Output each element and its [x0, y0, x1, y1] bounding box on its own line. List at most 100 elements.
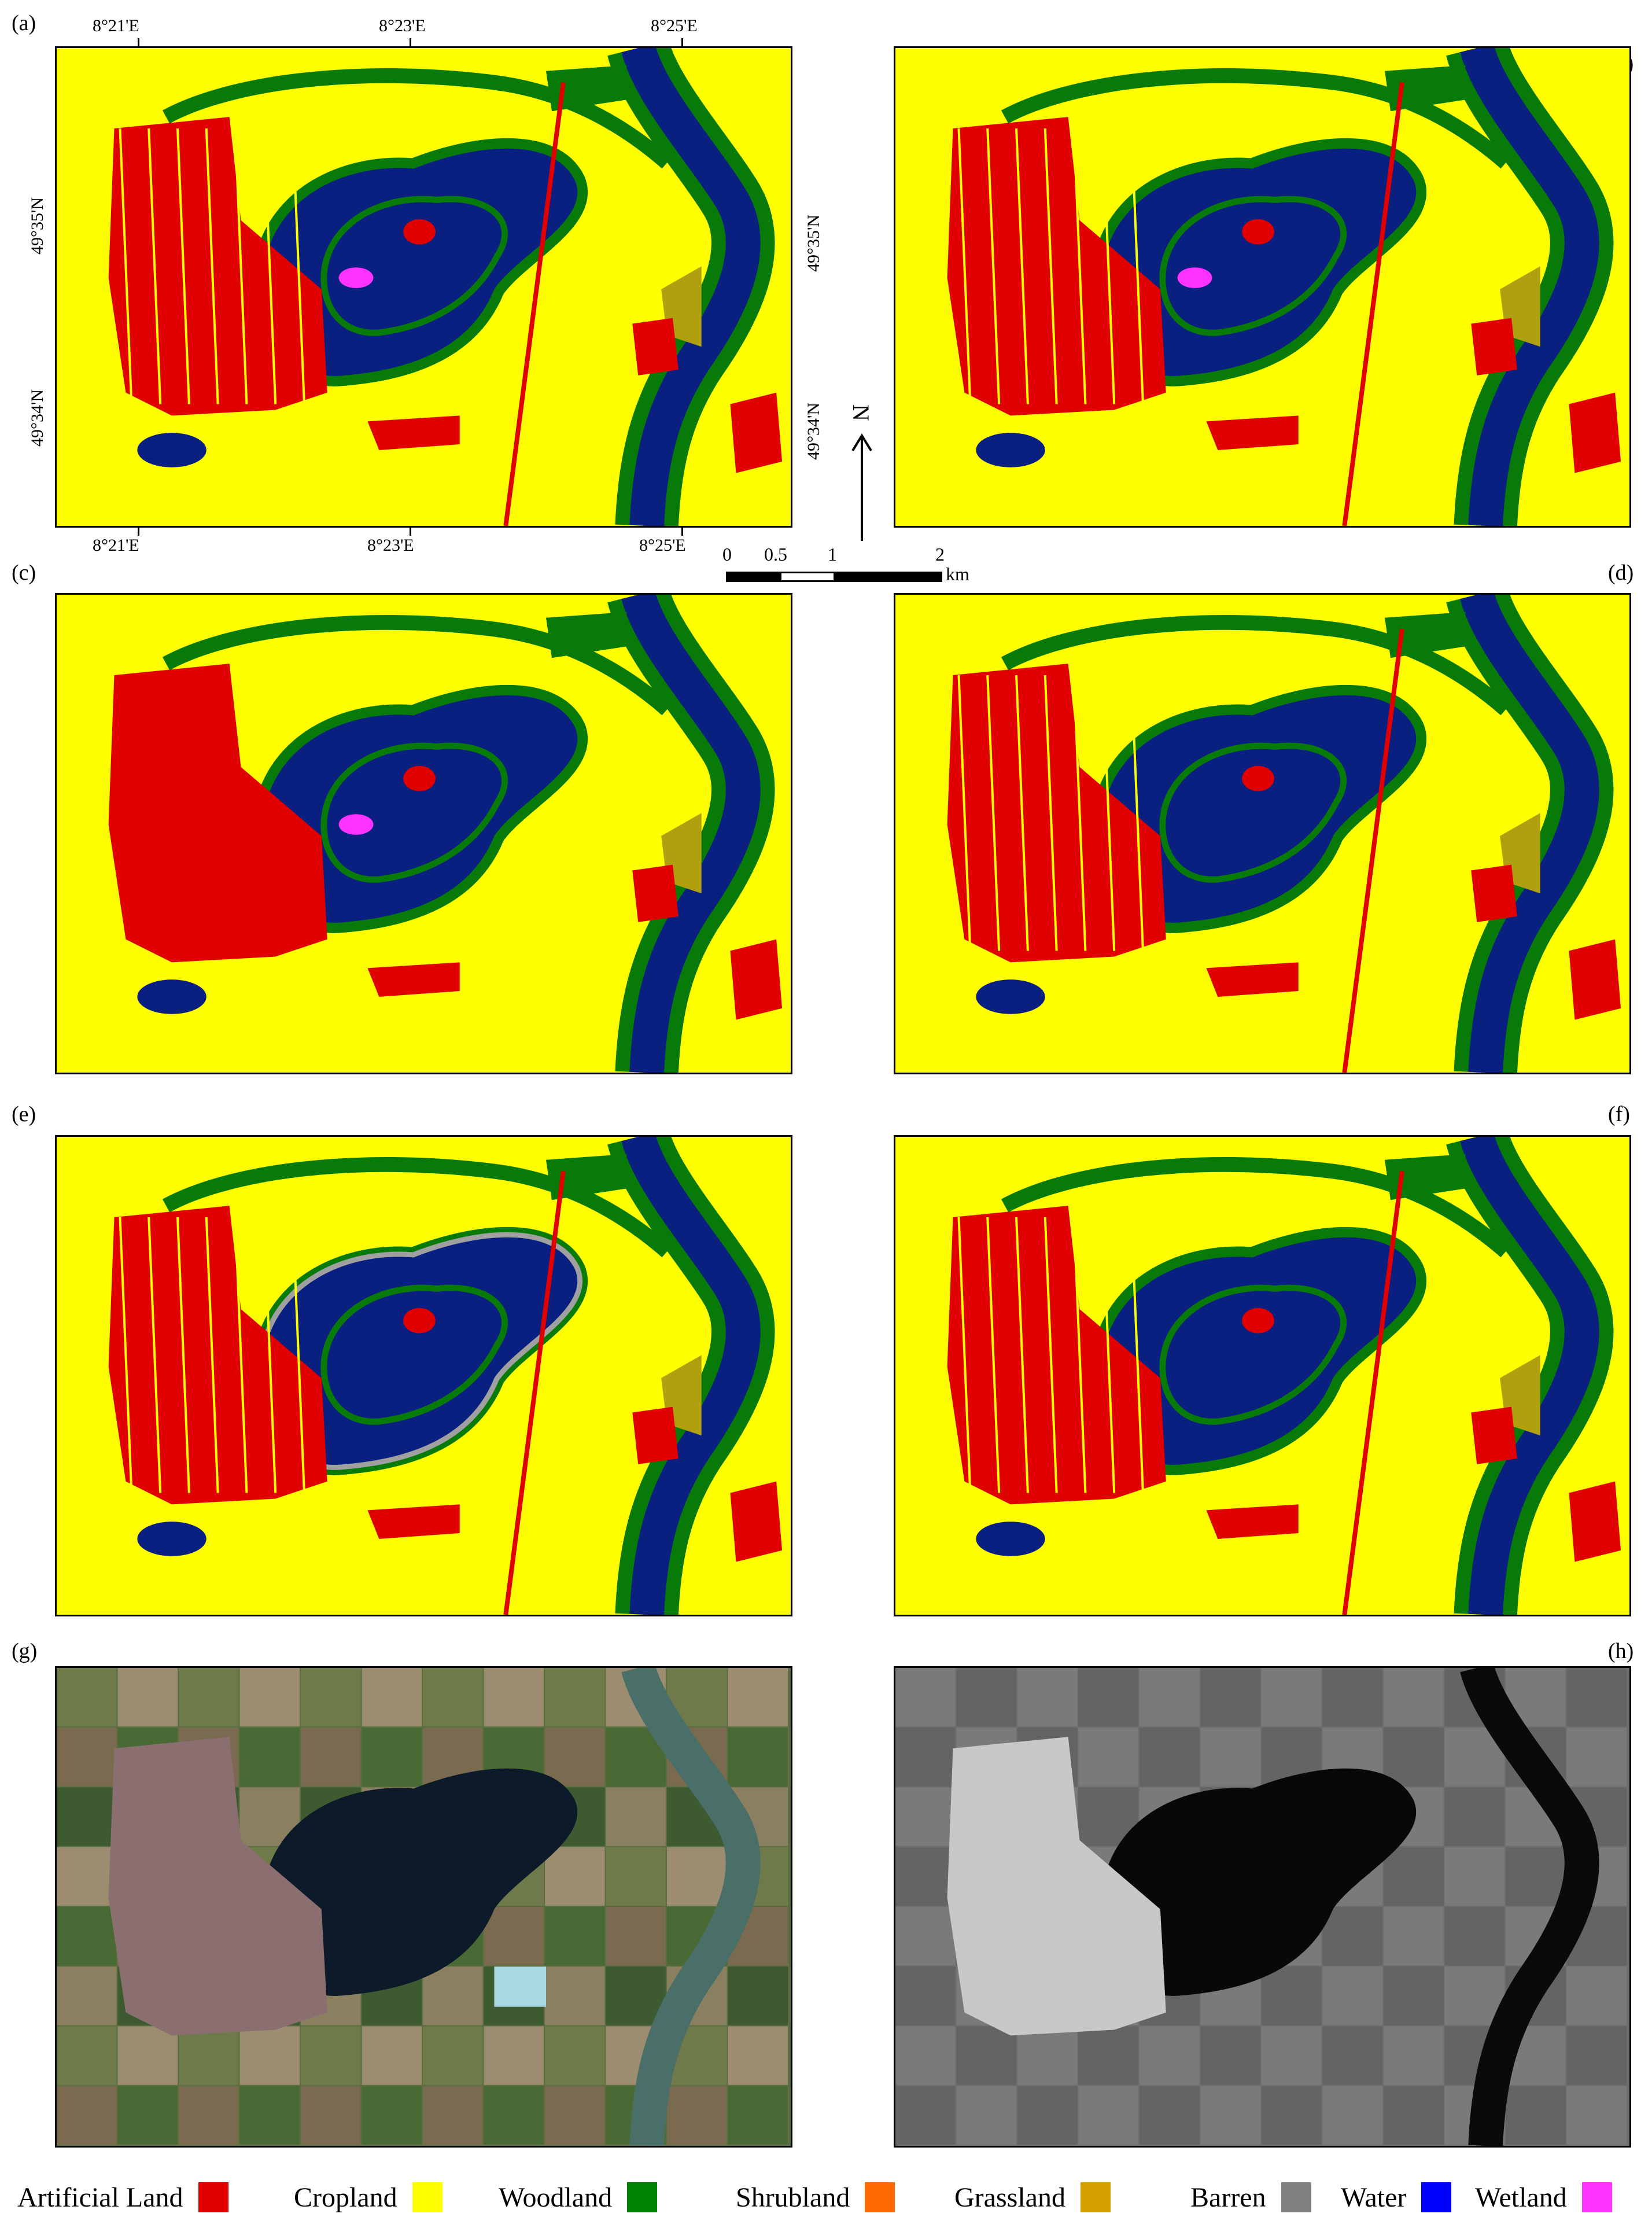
- map-svg-a: [57, 48, 791, 526]
- scale-unit: km: [946, 563, 969, 584]
- legend-item-artificial-land: Artificial Land: [17, 2180, 228, 2215]
- street-gap: [263, 1217, 277, 1493]
- map-svg-f: [895, 1137, 1629, 1615]
- pond: [137, 433, 207, 467]
- legend-item-grassland: Grassland: [954, 2180, 1111, 2215]
- field-parcel: [117, 2026, 178, 2085]
- field-parcel: [484, 1907, 544, 1966]
- island-built-area: [1242, 219, 1274, 245]
- panel-label-e: (e): [12, 1102, 36, 1126]
- street-gap: [957, 675, 972, 951]
- pond: [137, 1522, 207, 1556]
- field-parcel: [1384, 2026, 1444, 2085]
- legend-item-wetland: Wetland: [1475, 2180, 1612, 2215]
- woodland-belt: [1001, 614, 1511, 716]
- field-parcel: [545, 1907, 605, 1966]
- field-parcel: [57, 1847, 117, 1906]
- field-parcel: [1017, 2026, 1078, 2085]
- rhine-river: [1460, 48, 1599, 526]
- street-gap: [1101, 1217, 1116, 1493]
- field-parcel: [545, 1966, 605, 2025]
- industrial-patch: [1206, 415, 1299, 450]
- industrial-patch: [1206, 1504, 1299, 1539]
- classification-map-a: [55, 46, 792, 528]
- industrial-patch: [367, 1504, 460, 1539]
- woodland-patch: [546, 65, 627, 112]
- rhine-river: [621, 48, 761, 526]
- north-label: N: [847, 404, 874, 421]
- road-line: [1342, 82, 1404, 526]
- lake-inner: [327, 749, 502, 876]
- lake-inner: [327, 1291, 502, 1419]
- lake: [1102, 1768, 1417, 1996]
- pond: [976, 1522, 1045, 1556]
- north-arrow-icon: [851, 433, 872, 541]
- map-svg-h: [895, 1668, 1629, 2146]
- field-parcel: [423, 2026, 483, 2085]
- field-parcel: [1078, 1668, 1139, 1727]
- field-parcel: [179, 2026, 239, 2085]
- woodland-belt: [162, 1156, 672, 1258]
- field-parcel: [1262, 1966, 1322, 2025]
- legend-label: Cropland: [294, 2182, 397, 2213]
- scale-segment: [834, 572, 942, 582]
- river: [1460, 1668, 1599, 2146]
- lake: [263, 1768, 578, 1996]
- town-bright-scatter: [947, 1737, 1166, 2036]
- coord-right-1: 49°35'N: [804, 214, 823, 272]
- street-gap: [986, 675, 1001, 951]
- field-parcel: [545, 1847, 605, 1906]
- field-parcel: [895, 2086, 956, 2145]
- woodland-belt: [162, 68, 672, 169]
- field-parcel: [1384, 1847, 1444, 1906]
- field-parcel: [1200, 1728, 1261, 1787]
- field-parcel: [301, 2026, 361, 2085]
- lake-inner: [1166, 749, 1341, 876]
- field-parcel: [179, 1668, 239, 1727]
- field-parcel: [895, 1668, 956, 1727]
- woodland-patch: [1385, 1154, 1466, 1200]
- industrial-patch: [1471, 864, 1517, 922]
- wetland-patch: [338, 267, 374, 288]
- field-parcel: [1200, 2026, 1261, 2085]
- road-line: [1342, 629, 1404, 1073]
- field-parcel: [1262, 2086, 1322, 2145]
- street-gap: [1043, 675, 1058, 951]
- field-parcel: [362, 1728, 422, 1787]
- scale-segment: [780, 572, 835, 582]
- scale-tick-2: 2: [935, 544, 945, 565]
- industrial-patch: [1569, 939, 1621, 1020]
- street-gap: [234, 1217, 248, 1493]
- woodland-patch: [546, 612, 627, 658]
- street-gap: [148, 128, 162, 404]
- legend-label: Wetland: [1475, 2182, 1567, 2213]
- field-parcel: [484, 2086, 544, 2145]
- field-parcel: [1566, 1728, 1627, 1787]
- rhine-river: [621, 1137, 761, 1615]
- woodland-belt: [1001, 68, 1511, 169]
- industrial-patch: [1206, 962, 1299, 997]
- legend-item-cropland: Cropland: [294, 2180, 443, 2215]
- field-parcel: [1506, 1847, 1566, 1906]
- street-gap: [1130, 128, 1144, 404]
- field-parcel: [728, 1668, 788, 1727]
- field-parcel: [1200, 2086, 1261, 2145]
- coord-top-1: 8°21'E: [93, 16, 139, 35]
- panel-label-a: (a): [12, 11, 36, 35]
- classification-map-b: [894, 46, 1631, 528]
- industrial-patch: [632, 864, 679, 922]
- woodland-patch: [546, 1154, 627, 1200]
- street-gap: [1101, 675, 1116, 951]
- field-parcel: [362, 2086, 422, 2145]
- field-parcel: [956, 2086, 1017, 2145]
- island-built-area: [1242, 765, 1274, 791]
- field-parcel: [1140, 1668, 1200, 1727]
- street-gap: [176, 128, 190, 404]
- graticule-tick: [138, 38, 139, 47]
- industrial-patch: [730, 939, 783, 1020]
- field-parcel: [1384, 1668, 1444, 1727]
- legend-swatch: [1421, 2182, 1452, 2212]
- field-parcel: [1262, 2026, 1322, 2085]
- scale-segment: [726, 572, 781, 582]
- map-svg-e: [57, 1137, 791, 1615]
